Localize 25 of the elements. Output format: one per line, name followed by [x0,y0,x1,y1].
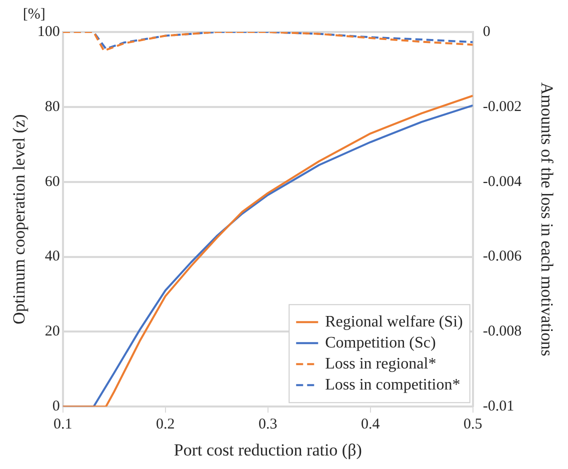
y-tick-label: 40 [44,248,60,265]
y-tick-label: 20 [44,324,60,340]
y2-tick-label: -0.008 [482,324,522,340]
legend-label: Loss in regional* [325,355,436,372]
y2-tick-label: -0.01 [482,398,514,415]
y2-tick-label: -0.004 [482,174,522,190]
y-tick-label: 80 [44,98,60,115]
y2-axis-title: Amounts of the loss in each motivations [537,82,556,356]
x-tick-label: 0.1 [54,416,72,433]
y-tick-label: 100 [37,24,60,40]
y-tick-label: 0 [52,398,60,415]
x-tick-label: 0.3 [258,416,278,433]
y2-tick-label: 0 [482,24,490,40]
y-tick-label: 60 [44,174,60,190]
x-tick-label: 0.4 [360,416,380,433]
text: [%] [22,6,46,22]
y2-tick-label: -0.002 [482,98,522,115]
x-axis-title: Port cost reduction ratio (β) [174,440,362,460]
x-tick-label: 0.2 [156,416,175,433]
x-tick-label: 0.5 [463,416,482,433]
legend-label: Loss in competition* [325,376,460,394]
y2-tick-label: -0.006 [482,248,522,265]
legend-label: Competition (Sc) [325,334,436,352]
y-axis-title: Optimum cooperation level (z) [10,114,29,324]
legend-label: Regional welfare (Si) [325,313,463,330]
